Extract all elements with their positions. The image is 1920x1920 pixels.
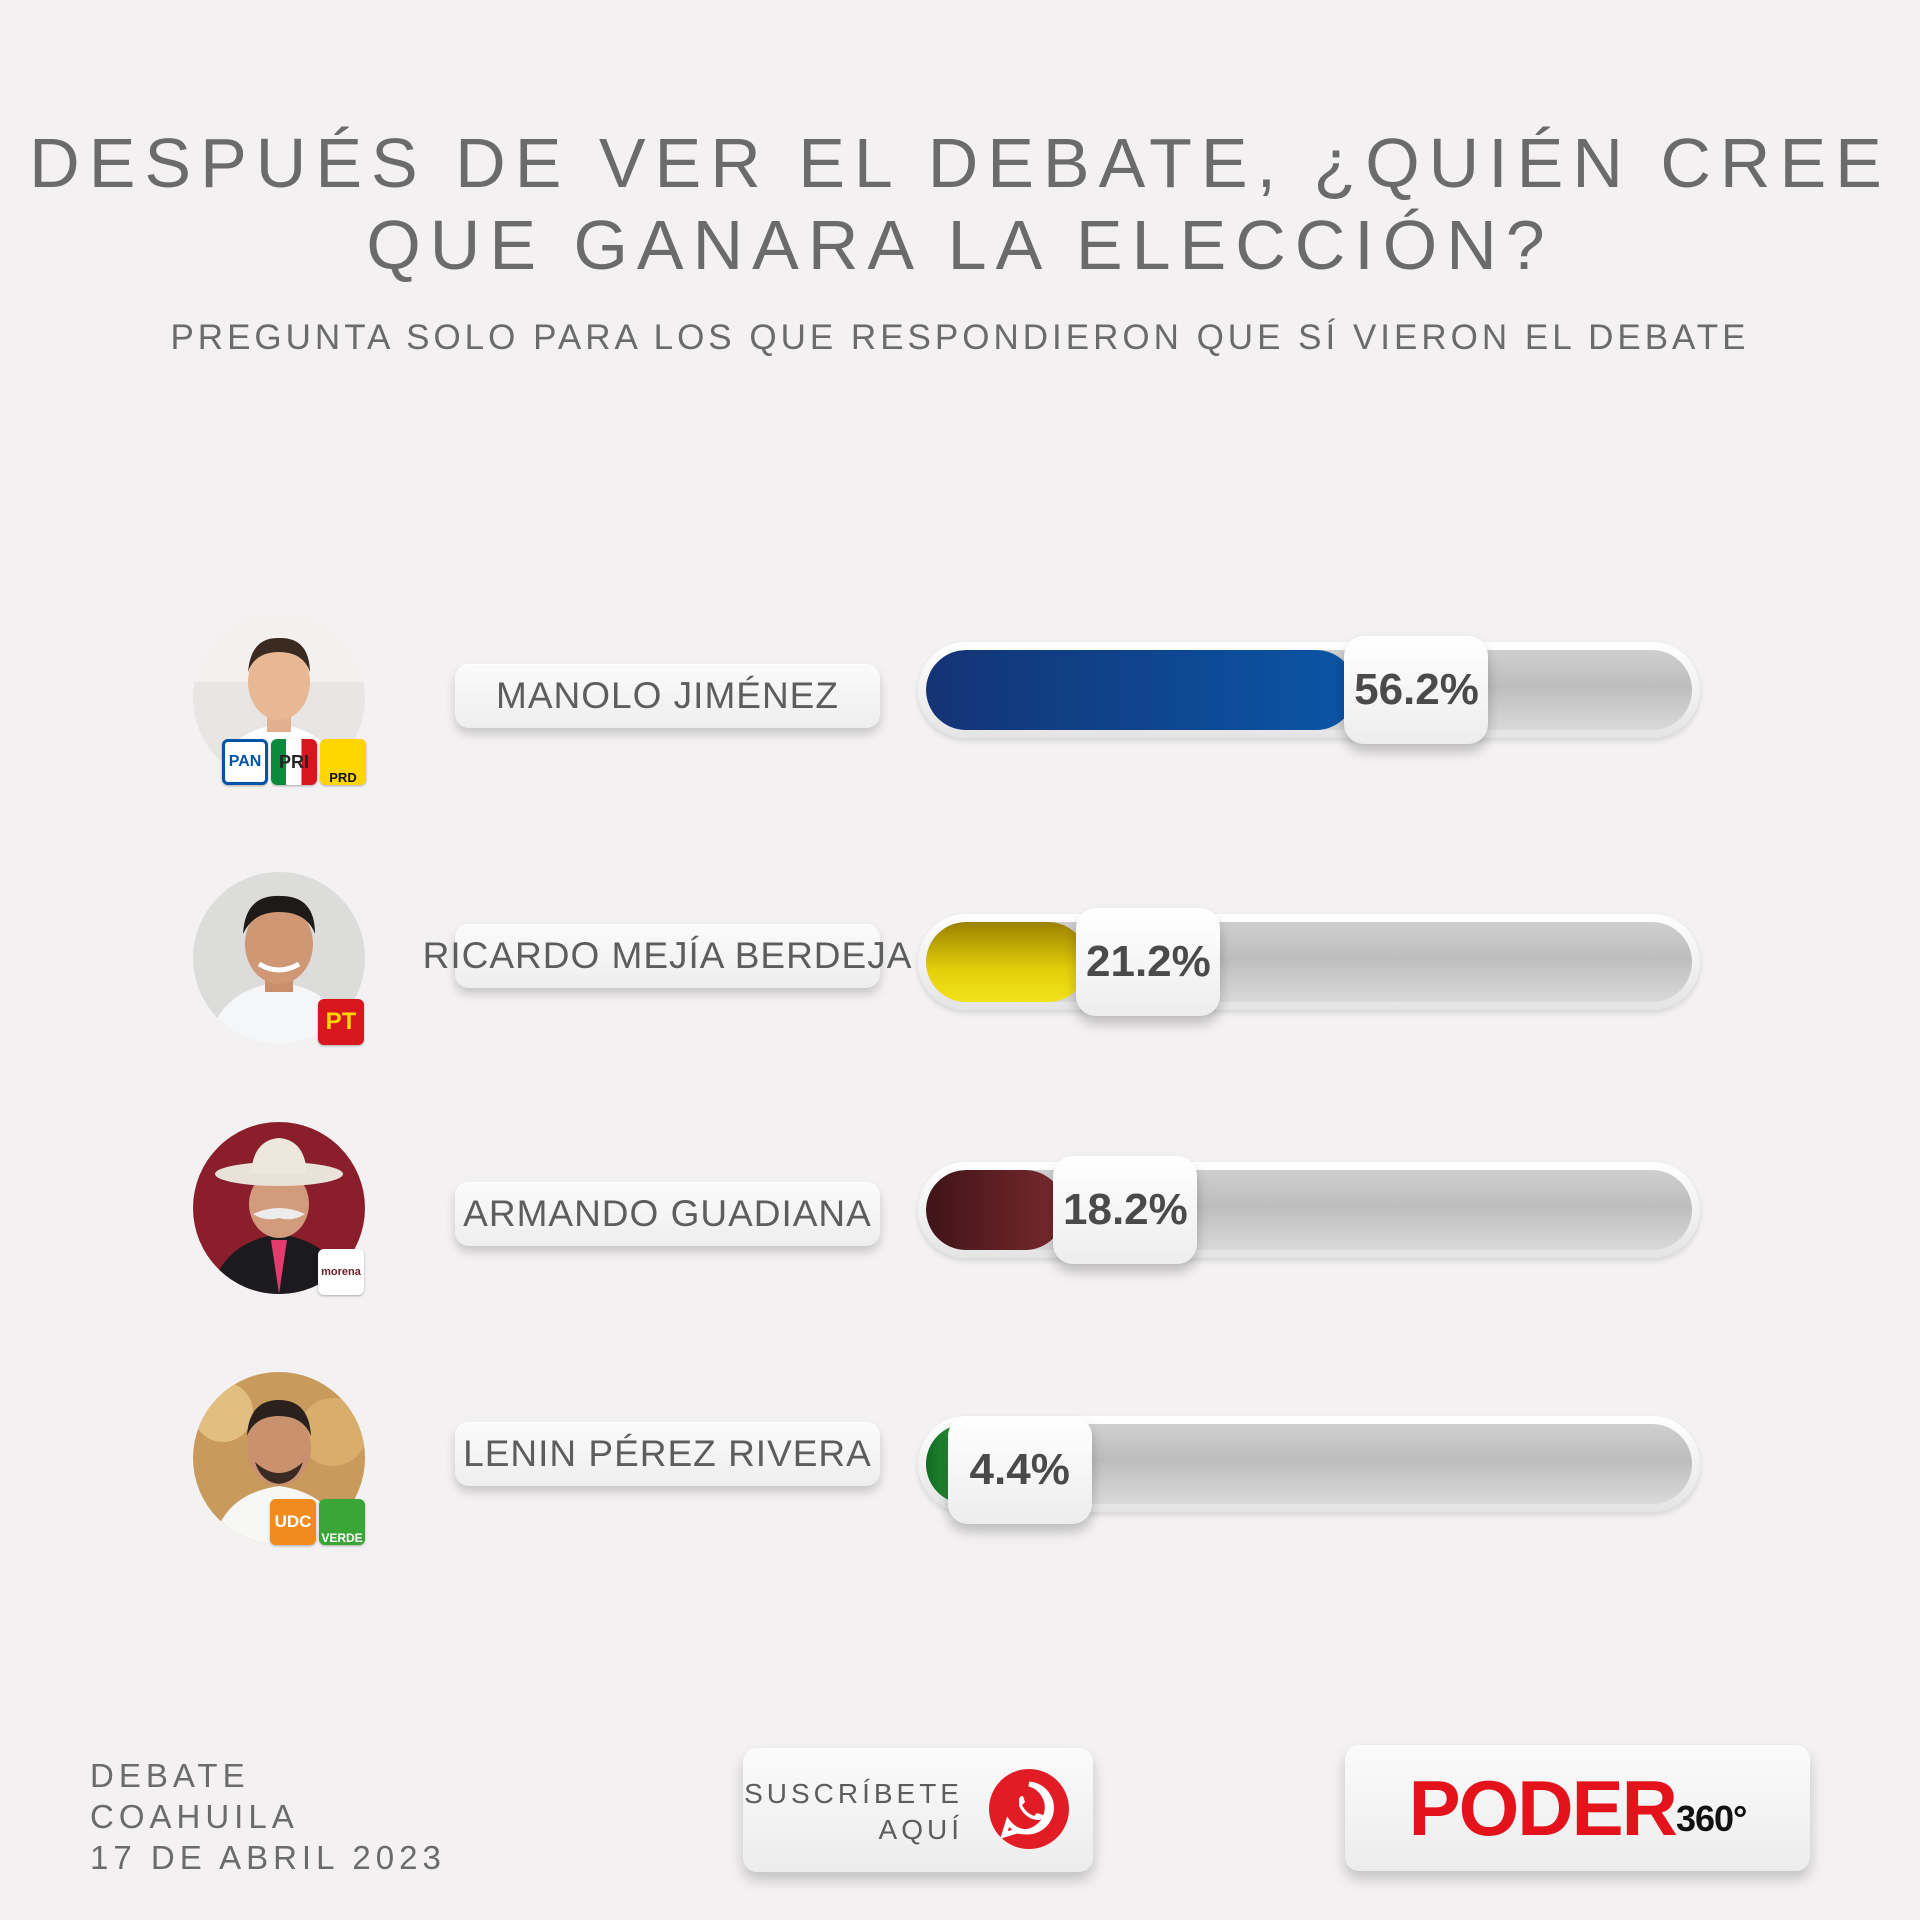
candidate-name-label: RICARDO MEJÍA BERDEJA (423, 924, 911, 988)
party-logo-pri: PRI (271, 739, 317, 785)
candidate-row: morena ARMANDO GUADIANA 18.2% (0, 1122, 1920, 1302)
candidate-name-label: ARMANDO GUADIANA (455, 1182, 880, 1246)
bar-fill (926, 650, 1357, 730)
party-logos: UDC VERDE (270, 1499, 365, 1551)
party-logo-pt: PT (318, 999, 364, 1045)
bar-fill (926, 922, 1089, 1002)
bar-track (918, 642, 1700, 738)
candidate-name-label: LENIN PÉREZ RIVERA (455, 1422, 880, 1486)
party-logo-pan: PAN (222, 739, 268, 785)
event-state: COAHUILA (90, 1798, 299, 1835)
event-name: DEBATE (90, 1757, 250, 1794)
subscribe-button[interactable]: SUSCRÍBETE AQUÍ (743, 1748, 1093, 1872)
candidate-row: UDC VERDE LENIN PÉREZ RIVERA 4.4% (0, 1372, 1920, 1552)
subscribe-label: SUSCRÍBETE AQUÍ (744, 1778, 963, 1845)
title-line-2: QUE GANARA LA ELECCIÓN? (366, 206, 1554, 284)
bar-value-label: 18.2% (1053, 1156, 1198, 1264)
brand-suffix: 360° (1675, 1798, 1747, 1839)
candidate-name-label: MANOLO JIMÉNEZ (455, 664, 880, 728)
candidate-photo (193, 872, 365, 1044)
bar-value-label: 56.2% (1344, 636, 1489, 744)
party-logo-morena: morena (318, 1249, 364, 1295)
candidate-row: PAN PRI PRD MANOLO JIMÉNEZ 56.2% (0, 612, 1920, 792)
event-info: DEBATE COAHUILA 17 DE ABRIL 2023 (90, 1755, 446, 1878)
bar-track (918, 1162, 1700, 1258)
chart-subtitle: PREGUNTA SOLO PARA LOS QUE RESPONDIERON … (170, 318, 1750, 357)
whatsapp-icon (989, 1769, 1069, 1849)
candidate-row: PT RICARDO MEJÍA BERDEJA 21.2% (0, 872, 1920, 1052)
party-logos: morena (318, 1249, 364, 1301)
brand-name: PODER (1408, 1763, 1678, 1852)
bar-value-label: 4.4% (947, 1416, 1092, 1524)
party-logo-prd: PRD (320, 739, 366, 785)
title-line-1: DESPUÉS DE VER EL DEBATE, ¿QUIÉN CREE (29, 124, 1891, 202)
brand-logo: PODER 360° (1345, 1745, 1810, 1871)
bar-track (918, 914, 1700, 1010)
party-logo-verde: VERDE (319, 1499, 365, 1545)
chart-title: DESPUÉS DE VER EL DEBATE, ¿QUIÉN CREE QU… (0, 122, 1920, 286)
event-date: 17 DE ABRIL 2023 (90, 1839, 446, 1876)
bar-value-label: 21.2% (1076, 908, 1221, 1016)
party-logos: PT (318, 999, 364, 1051)
party-logos: PAN PRI PRD (222, 739, 366, 791)
party-logo-udc: UDC (270, 1499, 316, 1545)
bar-fill (926, 1170, 1066, 1250)
